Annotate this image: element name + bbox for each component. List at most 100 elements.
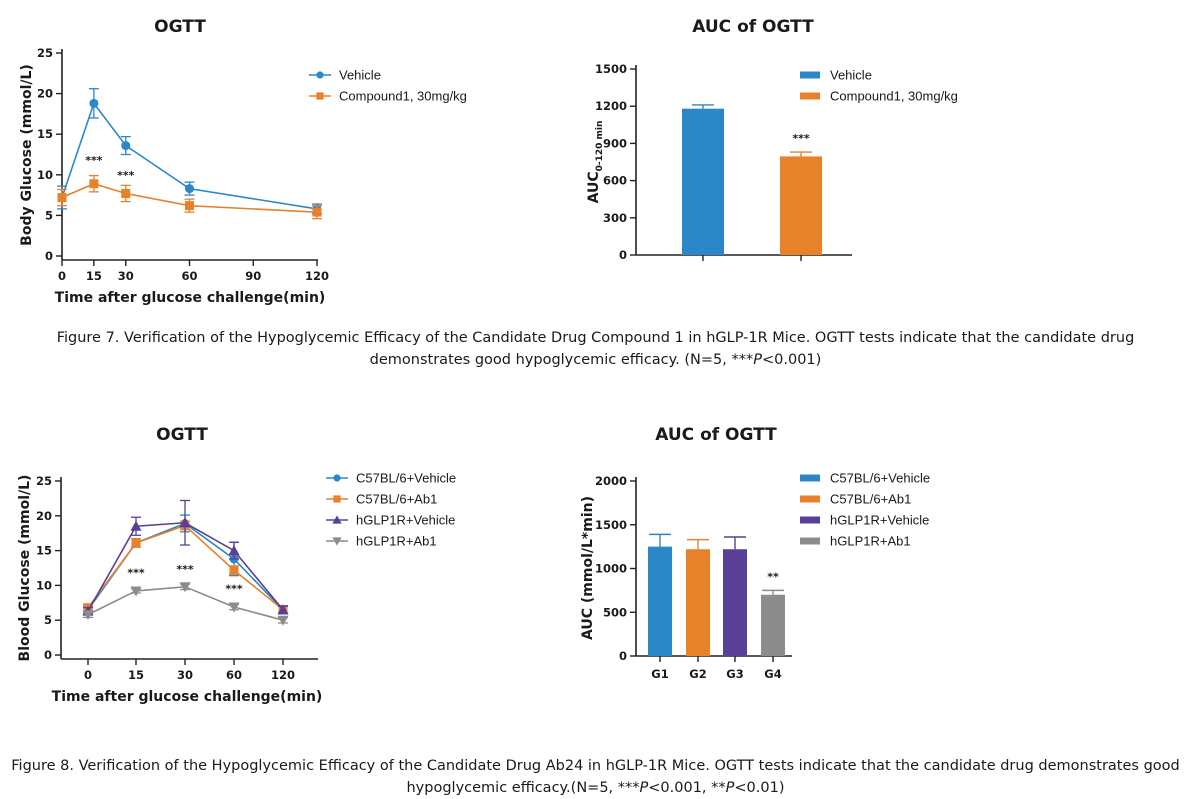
auc-bar-chart-fig8: AUC of OGTT AUC (mmol/L*min) 0 500 1000 150… <box>580 425 930 681</box>
x-tick-label: 15 <box>86 269 102 283</box>
legend-label: Compound1, 30mg/kg <box>830 89 958 104</box>
chart-title: AUC of OGTT <box>692 17 814 37</box>
x-tick-label: 30 <box>118 269 134 283</box>
x-tick-label: 0 <box>84 668 92 682</box>
caption-p: P <box>725 780 735 796</box>
ogtt-line-chart-fig7: OGTT Body Glucose (mmol/L) Time after gl… <box>19 17 467 306</box>
data-point <box>316 92 324 100</box>
significance-label: *** <box>176 563 194 576</box>
y-tick-label: 0 <box>619 649 627 663</box>
y-axis-label-subscript: 0-120 min <box>595 121 605 172</box>
data-point <box>185 201 194 211</box>
significance-label: *** <box>792 132 810 145</box>
legend-label: hGLP1R+Ab1 <box>830 534 911 549</box>
data-point <box>332 515 342 524</box>
x-tick-label: 60 <box>181 269 197 283</box>
data-point <box>277 604 289 615</box>
caption-text: demonstrates good hypoglycemic efficacy.… <box>369 352 754 368</box>
y-tick-label: 500 <box>603 605 627 619</box>
x-tick-label: G3 <box>726 667 743 681</box>
x-tick-label: 15 <box>128 668 144 682</box>
data-point <box>121 188 131 198</box>
data-point <box>185 184 194 194</box>
legend-swatch <box>800 537 820 545</box>
y-tick-label: 15 <box>36 544 52 558</box>
data-point <box>179 517 191 528</box>
data-point <box>333 474 341 482</box>
x-axis-label: Time after glucose challenge(min) <box>52 689 323 705</box>
data-point <box>333 495 341 503</box>
data-point <box>89 179 99 189</box>
legend-label: hGLP1R+Vehicle <box>830 513 929 528</box>
legend-label: Compound1, 30mg/kg <box>339 89 467 104</box>
legend-swatch <box>800 92 820 100</box>
bar <box>723 549 747 656</box>
legend: Vehicle Compound1, 30mg/kg <box>800 68 958 104</box>
data-point <box>316 71 324 79</box>
x-tick-label: 90 <box>245 269 261 283</box>
data-point <box>332 537 342 546</box>
caption-line: demonstrates good hypoglycemic efficacy.… <box>0 349 1191 371</box>
y-axis-label: AUC0-120 min <box>586 121 605 204</box>
x-tick-label: 60 <box>226 668 242 682</box>
legend-label: hGLP1R+Ab1 <box>356 534 437 549</box>
y-tick-label: 0 <box>619 248 627 262</box>
data-point <box>57 193 67 203</box>
y-tick-label: 10 <box>37 168 53 182</box>
series-line <box>87 585 284 621</box>
y-tick-label: 0 <box>45 249 53 263</box>
legend-label: C57BL/6+Ab1 <box>356 492 437 507</box>
y-tick-label: 25 <box>37 46 53 60</box>
significance-label: *** <box>85 154 103 167</box>
figure-8-caption: Figure 8. Verification of the Hypoglycem… <box>0 755 1191 799</box>
y-axis-label-main: AUC <box>586 171 602 203</box>
caption-text: hypoglycemic efficacy.(N=5, *** <box>406 780 640 796</box>
x-tick-label: G2 <box>689 667 706 681</box>
significance-label: *** <box>225 582 243 595</box>
legend-label: C57BL/6+Vehicle <box>356 471 456 486</box>
x-tick-label: 0 <box>58 269 66 283</box>
significance-label: ** <box>767 570 779 583</box>
data-point <box>228 602 240 613</box>
legend-swatch <box>800 495 820 503</box>
y-axis-label: Body Glucose (mmol/L) <box>19 64 35 246</box>
data-point <box>131 538 141 548</box>
legend-label: C57BL/6+Ab1 <box>830 492 911 507</box>
data-point <box>89 98 99 108</box>
y-axis-label: Blood Glucose (mmol/L) <box>17 475 33 662</box>
figure-7-caption: Figure 7. Verification of the Hypoglycem… <box>0 327 1191 371</box>
x-tick-label: G1 <box>651 667 668 681</box>
legend-swatch <box>800 516 820 524</box>
legend: C57BL/6+Vehicle C57BL/6+Ab1 hGLP1R+Vehicle… <box>326 471 456 549</box>
data-point <box>229 565 239 575</box>
ogtt-line-chart-fig8: OGTT Blood Glucose (mmol/L) Time after g… <box>17 425 456 705</box>
x-tick-label: G4 <box>764 667 781 681</box>
data-point <box>312 207 322 217</box>
significance-label: *** <box>127 566 145 579</box>
bar <box>648 546 672 656</box>
legend-label: hGLP1R+Vehicle <box>356 513 455 528</box>
x-tick-label: 120 <box>271 668 295 682</box>
y-tick-label: 1500 <box>595 62 627 76</box>
y-tick-label: 5 <box>44 613 52 627</box>
caption-line: Figure 7. Verification of the Hypoglycem… <box>56 330 1135 346</box>
caption-text: <0.001, ** <box>648 780 726 796</box>
y-tick-label: 900 <box>603 136 627 150</box>
data-point <box>179 582 191 593</box>
data-point <box>277 615 289 626</box>
legend-swatch <box>800 71 820 79</box>
bar <box>686 549 710 656</box>
y-tick-label: 1000 <box>595 562 627 576</box>
chart-title: OGTT <box>154 17 206 37</box>
x-tick-label: 120 <box>305 269 329 283</box>
auc-bar-chart-fig7: AUC of OGTT AUC0-120 min 0 300 600 900 1200 1… <box>586 17 958 262</box>
caption-p: P <box>639 780 649 796</box>
x-axis-label: Time after glucose challenge(min) <box>55 290 326 306</box>
y-tick-label: 20 <box>36 509 52 523</box>
y-tick-label: 5 <box>45 208 53 222</box>
bar <box>682 108 724 256</box>
y-tick-label: 10 <box>36 578 52 592</box>
legend: Vehicle Compound1, 30mg/kg <box>309 68 467 104</box>
data-point <box>228 545 240 556</box>
y-tick-label: 600 <box>603 174 627 188</box>
